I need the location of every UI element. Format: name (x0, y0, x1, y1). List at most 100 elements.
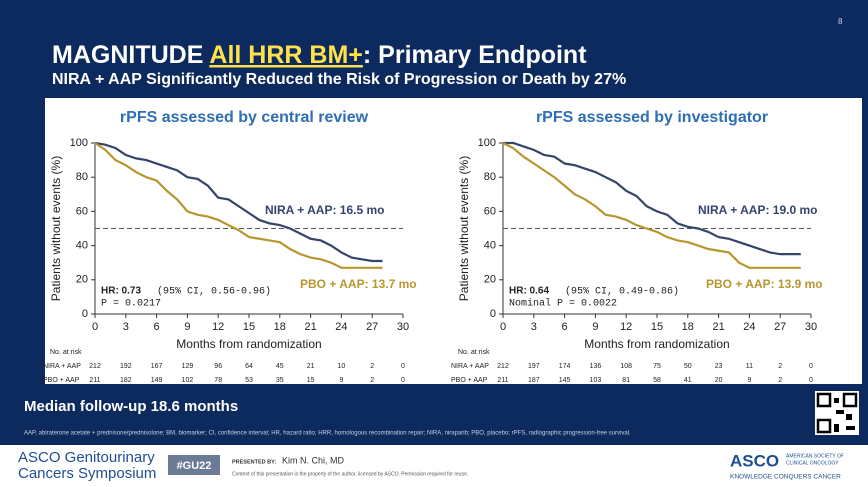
at-risk-count: 45 (276, 363, 284, 370)
x-tick-label: 12 (212, 321, 224, 333)
at-risk-count: 197 (528, 363, 540, 370)
median-annotation: NIRA + AAP: 19.0 mo (698, 203, 817, 217)
y-tick-label: 40 (76, 240, 88, 252)
y-tick-label: 60 (76, 205, 88, 217)
at-risk-count: 75 (653, 363, 661, 370)
survival-curve (94, 141, 383, 263)
at-risk-row-label: NIRA + AAP (451, 363, 489, 370)
at-risk-count: 129 (182, 363, 194, 370)
y-axis-label: Patients without events (%) (457, 156, 471, 301)
hazard-ratio: HR: 0.64 (509, 286, 549, 297)
x-tick-label: 24 (743, 321, 755, 333)
title-highlight: All HRR BM+ (209, 41, 362, 69)
x-tick-label: 6 (562, 321, 568, 333)
chart-panel (45, 98, 862, 384)
at-risk-count: 50 (684, 363, 692, 370)
y-tick-label: 20 (484, 274, 496, 286)
y-tick-label: 40 (484, 240, 496, 252)
x-tick-label: 15 (651, 321, 663, 333)
slide-subtitle: NIRA + AAP Significantly Reduced the Ris… (52, 71, 626, 88)
chart-title: rPFS assessed by investigator (536, 109, 768, 126)
presenter: Kim N. Chi, MD (282, 455, 345, 465)
at-risk-count: 58 (653, 377, 661, 384)
x-axis-label: Months from randomization (584, 337, 729, 351)
at-risk-count: 182 (120, 377, 132, 384)
at-risk-count: 212 (89, 363, 101, 370)
at-risk-row-label: NIRA + AAP (43, 363, 81, 370)
y-tick-label: 0 (82, 308, 88, 320)
at-risk-count: 96 (214, 363, 222, 370)
at-risk-count: 102 (182, 377, 194, 384)
survival-curve (503, 141, 801, 256)
x-tick-label: 30 (805, 321, 817, 333)
at-risk-title: No. at risk (458, 349, 490, 356)
at-risk-count: 167 (151, 363, 163, 370)
x-tick-label: 24 (335, 321, 347, 333)
hashtag: #GU22 (177, 460, 212, 472)
at-risk-row-label: PBO + AAP (451, 377, 488, 384)
at-risk-count: 53 (245, 377, 253, 384)
y-tick-label: 80 (76, 171, 88, 183)
at-risk-count: 187 (528, 377, 540, 384)
at-risk-count: 21 (307, 363, 315, 370)
at-risk-count: 211 (497, 377, 508, 384)
at-risk-row-label: PBO + AAP (43, 377, 80, 384)
at-risk-count: 108 (620, 363, 632, 370)
hazard-ratio: HR: 0.73 (101, 286, 141, 297)
at-risk-title: No. at risk (50, 349, 82, 356)
at-risk-count: 212 (497, 363, 509, 370)
at-risk-count: 35 (276, 377, 284, 384)
qr-code (815, 391, 859, 435)
presented-by: PRESENTED BY: (232, 459, 276, 465)
x-tick-label: 18 (682, 321, 694, 333)
x-tick-label: 3 (123, 321, 129, 333)
footnote: AAP, abiraterone acetate + prednisone/pr… (24, 431, 631, 437)
rights-notice: Content of this presentation is the prop… (232, 471, 468, 477)
x-tick-label: 3 (531, 321, 537, 333)
x-tick-label: 0 (92, 321, 98, 333)
at-risk-count: 211 (89, 377, 100, 384)
at-risk-count: 192 (120, 363, 132, 370)
title-part: : Primary Endpoint (363, 41, 587, 69)
p-value: P = 0.0217 (101, 299, 161, 310)
x-tick-label: 27 (366, 321, 378, 333)
at-risk-count: 41 (684, 377, 692, 384)
at-risk-count: 136 (590, 363, 602, 370)
at-risk-count: 78 (214, 377, 222, 384)
confidence-interval: (95% CI, 0.49-0.86) (565, 286, 679, 298)
at-risk-count: 10 (338, 363, 346, 370)
x-tick-label: 9 (184, 321, 190, 333)
median-annotation: PBO + AAP: 13.9 mo (706, 277, 823, 291)
at-risk-count: 64 (245, 363, 253, 370)
survival-curve (94, 142, 383, 269)
x-tick-label: 21 (712, 321, 724, 333)
y-tick-label: 0 (490, 308, 496, 320)
confidence-interval: (95% CI, 0.56-0.96) (157, 286, 271, 298)
tagline: KNOWLEDGE CONQUERS CANCER (730, 474, 841, 481)
x-tick-label: 6 (154, 321, 160, 333)
median-annotation: PBO + AAP: 13.7 mo (300, 277, 417, 291)
y-tick-label: 100 (70, 137, 88, 149)
x-tick-label: 0 (500, 321, 506, 333)
footer-background (0, 445, 868, 487)
x-tick-label: 9 (592, 321, 598, 333)
asco-logo: ASCO (730, 451, 779, 470)
at-risk-count: 11 (746, 363, 753, 370)
at-risk-count: 103 (590, 377, 602, 384)
society-name: CLINICAL ONCOLOGY (786, 460, 839, 466)
chart-title: rPFS assessed by central review (120, 109, 369, 126)
y-tick-label: 60 (484, 205, 496, 217)
title-part: MAGNITUDE (52, 41, 209, 69)
y-tick-label: 80 (484, 171, 496, 183)
followup-text: Median follow-up 18.6 months (24, 398, 238, 415)
at-risk-count: 0 (809, 377, 813, 384)
survival-curve (502, 142, 801, 269)
at-risk-count: 145 (559, 377, 571, 384)
x-tick-label: 21 (304, 321, 316, 333)
x-tick-label: 18 (274, 321, 286, 333)
at-risk-count: 149 (151, 377, 163, 384)
median-annotation: NIRA + AAP: 16.5 mo (265, 203, 384, 217)
page-number: 8 (838, 17, 843, 26)
at-risk-count: 2 (370, 363, 374, 370)
